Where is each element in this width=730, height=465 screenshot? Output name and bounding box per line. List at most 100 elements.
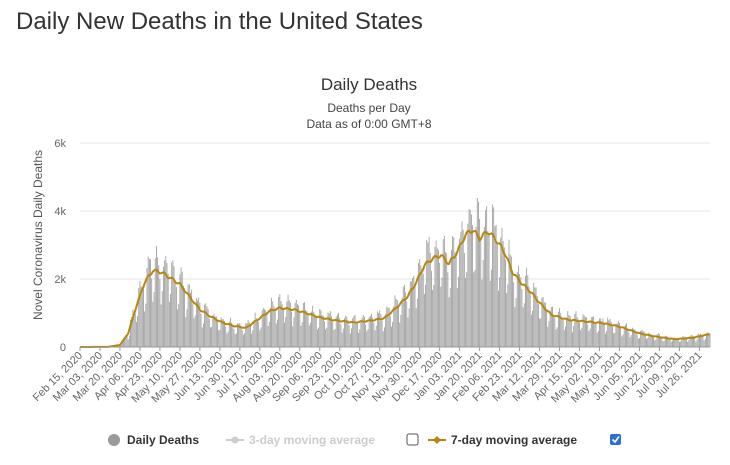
daily-death-bar	[521, 288, 523, 347]
daily-death-bar	[632, 327, 633, 347]
daily-death-bar	[456, 288, 458, 347]
daily-death-bar	[241, 330, 243, 347]
daily-death-bar	[420, 265, 422, 347]
daily-death-bar	[639, 338, 640, 347]
daily-death-bar	[505, 259, 506, 347]
daily-death-bar	[603, 324, 605, 347]
checkbox-3day-average[interactable]	[406, 433, 419, 446]
daily-death-bar	[654, 340, 656, 347]
daily-death-bar	[160, 304, 162, 347]
daily-death-bar	[273, 306, 275, 347]
daily-death-bar	[333, 329, 335, 347]
daily-death-bar	[421, 268, 423, 347]
y-tick-label: 6k	[54, 138, 66, 150]
daily-death-bar	[411, 281, 412, 347]
daily-death-bar	[347, 320, 349, 347]
legend-item-daily-deaths[interactable]: Daily Deaths	[108, 433, 199, 447]
daily-death-bar	[382, 331, 384, 347]
daily-death-bar	[248, 322, 250, 347]
daily-death-bar	[121, 340, 123, 347]
daily-death-bar	[701, 334, 703, 347]
daily-death-bar	[349, 333, 351, 347]
daily-death-bar	[666, 336, 667, 347]
daily-death-bar	[650, 334, 652, 347]
daily-death-bar	[282, 308, 284, 347]
grid-lines	[80, 142, 710, 280]
daily-death-bar	[628, 332, 630, 347]
daily-death-bar	[179, 274, 181, 347]
daily-death-bar	[606, 331, 607, 347]
daily-death-bar	[278, 297, 280, 347]
daily-death-bar	[560, 313, 562, 347]
legend-label-3day-average: 3-day moving average	[249, 433, 375, 447]
daily-death-bar	[220, 317, 222, 347]
daily-death-bar	[609, 319, 611, 347]
daily-death-bar	[707, 332, 709, 347]
daily-death-bar	[601, 321, 603, 347]
daily-death-bar	[125, 335, 127, 347]
daily-death-bar	[585, 317, 586, 347]
daily-death-bar	[266, 312, 268, 347]
daily-death-bar	[329, 311, 331, 347]
daily-death-bar	[145, 303, 147, 347]
daily-death-bar	[371, 313, 372, 347]
daily-death-bar	[358, 332, 359, 347]
daily-death-bar	[185, 317, 187, 347]
daily-death-bar	[335, 316, 337, 347]
legend-label-daily-deaths: Daily Deaths	[127, 433, 199, 447]
daily-death-bar	[197, 300, 198, 347]
daily-death-bar	[181, 271, 183, 347]
daily-deaths-legend-icon	[108, 434, 120, 446]
daily-death-bar	[372, 317, 374, 347]
daily-death-bar	[207, 309, 209, 347]
daily-death-bar	[467, 223, 469, 347]
daily-death-bar	[286, 301, 288, 347]
daily-death-bar	[319, 308, 321, 347]
daily-death-bar	[368, 316, 370, 347]
daily-death-bar	[514, 306, 516, 347]
y-tick-label: 4k	[54, 206, 66, 218]
daily-death-bar	[653, 336, 654, 347]
daily-death-bar	[661, 338, 663, 347]
daily-death-bar	[546, 310, 548, 347]
daily-death-bar	[190, 292, 191, 347]
daily-death-bar	[199, 302, 201, 347]
daily-death-bar	[302, 302, 304, 347]
daily-death-bar	[373, 322, 375, 347]
daily-death-bar	[668, 338, 670, 347]
daily-death-bar	[340, 324, 342, 347]
daily-death-bar	[245, 323, 247, 347]
daily-death-bar	[488, 235, 490, 347]
chart-subtitle: Deaths per Day	[327, 101, 410, 115]
daily-death-bar	[635, 330, 637, 347]
daily-death-bar	[673, 338, 674, 347]
daily-death-bar	[325, 329, 327, 347]
daily-death-bar	[429, 253, 431, 347]
daily-death-bar	[468, 209, 470, 347]
legend-item-7day-average[interactable]: 7-day moving average	[428, 433, 577, 447]
daily-death-bar	[540, 318, 542, 347]
daily-death-bar	[613, 333, 615, 347]
daily-death-bar	[425, 284, 426, 347]
daily-death-bar	[530, 314, 532, 347]
daily-death-bar	[489, 280, 491, 347]
daily-death-bar	[300, 325, 302, 347]
daily-death-bar	[384, 327, 385, 347]
daily-death-bar	[579, 322, 580, 347]
daily-death-bar	[522, 307, 524, 347]
daily-death-bar	[119, 345, 121, 347]
daily-death-bar	[697, 333, 699, 347]
daily-death-bar	[255, 317, 257, 347]
legend-item-3day-average[interactable]: 3-day moving average	[226, 433, 375, 447]
daily-death-bar	[689, 335, 691, 347]
daily-death-bar	[526, 267, 528, 347]
daily-death-bar	[690, 334, 692, 347]
daily-death-bar	[136, 322, 137, 347]
daily-death-bar	[264, 309, 265, 347]
daily-death-bar	[473, 272, 475, 347]
daily-death-bar	[446, 253, 448, 347]
daily-death-bar	[379, 310, 381, 347]
daily-death-bar	[388, 307, 390, 347]
daily-death-bar	[498, 290, 499, 347]
checkbox-7day-average[interactable]	[610, 434, 621, 445]
